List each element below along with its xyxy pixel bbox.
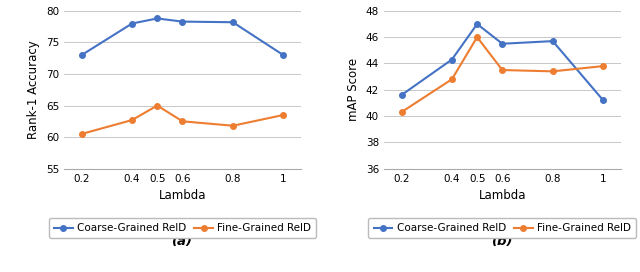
Fine-Grained ReID (280, 113, 287, 117)
Coarse-Grained ReID (549, 39, 557, 43)
Legend: Coarse-Grained ReID, Fine-Grained ReID: Coarse-Grained ReID, Fine-Grained ReID (49, 218, 316, 239)
Line: Coarse-Grained ReID: Coarse-Grained ReID (399, 21, 606, 103)
Line: Fine-Grained ReID: Fine-Grained ReID (399, 34, 606, 115)
Legend: Coarse-Grained ReID, Fine-Grained ReID: Coarse-Grained ReID, Fine-Grained ReID (369, 218, 636, 239)
Fine-Grained ReID (599, 64, 607, 68)
Text: (a): (a) (172, 235, 193, 248)
Fine-Grained ReID (397, 110, 405, 114)
Coarse-Grained ReID (599, 99, 607, 102)
Line: Coarse-Grained ReID: Coarse-Grained ReID (79, 16, 286, 58)
Fine-Grained ReID (549, 70, 557, 73)
Fine-Grained ReID (499, 69, 506, 72)
Coarse-Grained ReID (499, 42, 506, 45)
Text: (b): (b) (492, 235, 513, 248)
Fine-Grained ReID (179, 120, 186, 123)
Coarse-Grained ReID (229, 21, 237, 24)
Fine-Grained ReID (474, 36, 481, 39)
Coarse-Grained ReID (78, 53, 86, 57)
Y-axis label: mAP Score: mAP Score (347, 58, 360, 121)
Y-axis label: Rank-1 Accuracy: Rank-1 Accuracy (28, 40, 40, 139)
Coarse-Grained ReID (474, 22, 481, 26)
X-axis label: Lambda: Lambda (479, 189, 526, 202)
Coarse-Grained ReID (154, 17, 161, 20)
Fine-Grained ReID (229, 124, 237, 127)
Coarse-Grained ReID (397, 93, 405, 97)
Coarse-Grained ReID (280, 53, 287, 57)
Fine-Grained ReID (78, 132, 86, 135)
X-axis label: Lambda: Lambda (159, 189, 206, 202)
Fine-Grained ReID (448, 78, 456, 81)
Fine-Grained ReID (128, 118, 136, 122)
Coarse-Grained ReID (128, 22, 136, 25)
Line: Fine-Grained ReID: Fine-Grained ReID (79, 103, 286, 137)
Coarse-Grained ReID (448, 58, 456, 61)
Fine-Grained ReID (154, 104, 161, 107)
Coarse-Grained ReID (179, 20, 186, 23)
